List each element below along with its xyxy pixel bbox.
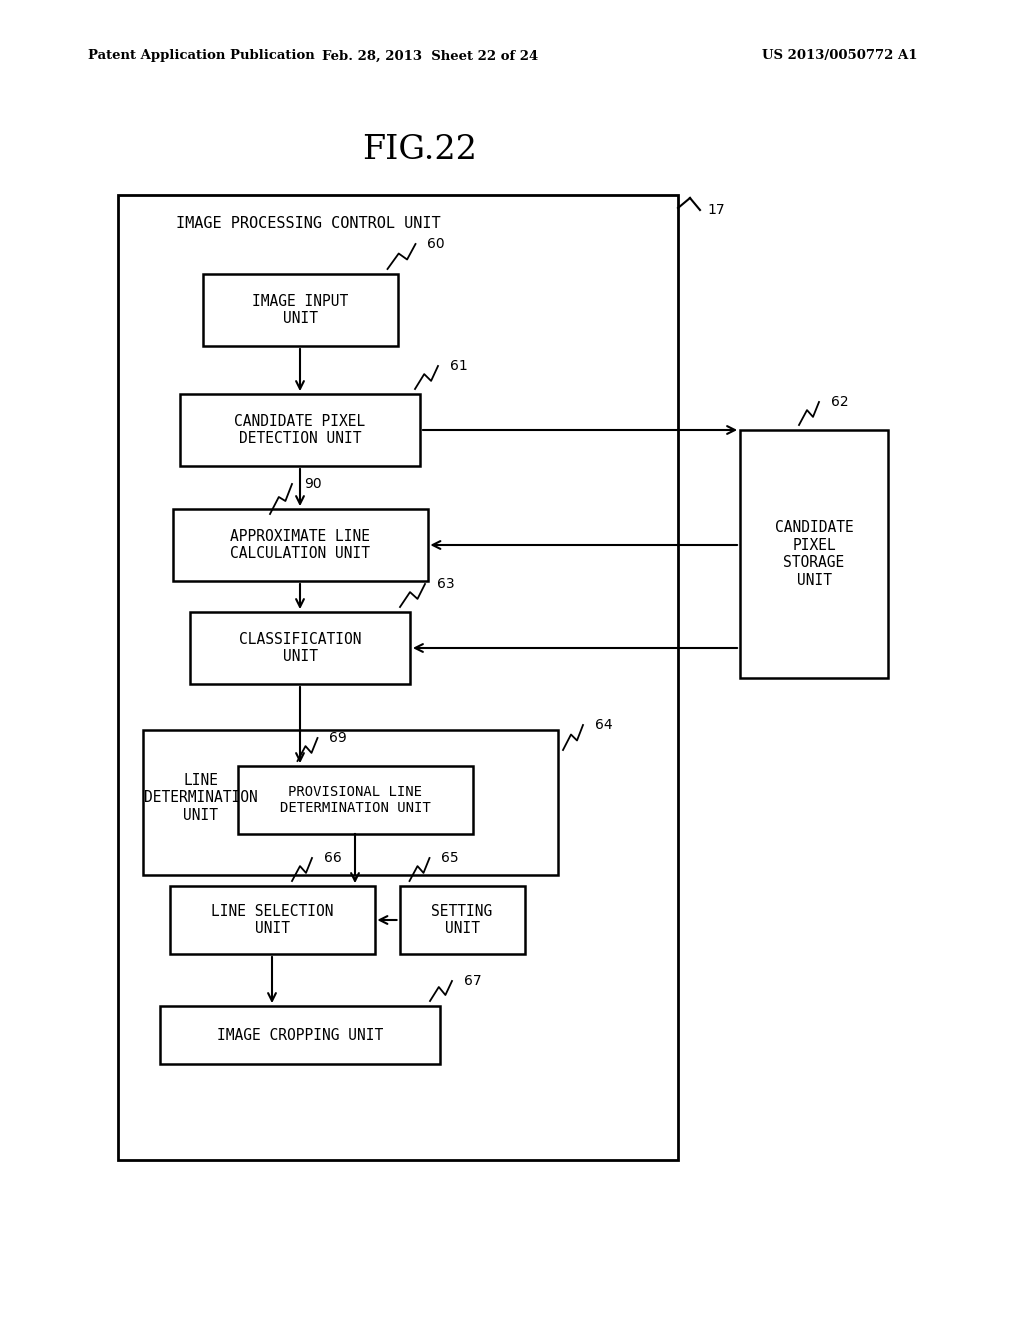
Bar <box>740 430 888 678</box>
Bar <box>160 1006 440 1064</box>
Text: 61: 61 <box>450 359 468 374</box>
Text: IMAGE PROCESSING CONTROL UNIT: IMAGE PROCESSING CONTROL UNIT <box>176 215 440 231</box>
Bar <box>118 195 678 1160</box>
Bar <box>399 886 524 954</box>
Text: 17: 17 <box>707 203 725 216</box>
Text: IMAGE CROPPING UNIT: IMAGE CROPPING UNIT <box>217 1027 383 1043</box>
Bar <box>143 730 558 875</box>
Text: 67: 67 <box>464 974 481 987</box>
Text: LINE SELECTION
UNIT: LINE SELECTION UNIT <box>211 904 333 936</box>
Text: APPROXIMATE LINE
CALCULATION UNIT: APPROXIMATE LINE CALCULATION UNIT <box>230 529 370 561</box>
Text: Feb. 28, 2013  Sheet 22 of 24: Feb. 28, 2013 Sheet 22 of 24 <box>322 49 539 62</box>
Text: 65: 65 <box>441 851 459 865</box>
Bar <box>170 886 375 954</box>
Text: 90: 90 <box>304 477 322 491</box>
Bar <box>180 393 420 466</box>
Text: CANDIDATE PIXEL
DETECTION UNIT: CANDIDATE PIXEL DETECTION UNIT <box>234 413 366 446</box>
Bar <box>238 766 472 834</box>
Bar <box>203 275 397 346</box>
Text: CANDIDATE
PIXEL
STORAGE
UNIT: CANDIDATE PIXEL STORAGE UNIT <box>774 520 853 587</box>
Text: 60: 60 <box>427 238 445 251</box>
Text: 64: 64 <box>595 718 612 733</box>
Text: US 2013/0050772 A1: US 2013/0050772 A1 <box>762 49 918 62</box>
Text: 66: 66 <box>324 851 342 865</box>
Text: IMAGE INPUT
UNIT: IMAGE INPUT UNIT <box>252 294 348 326</box>
Text: PROVISIONAL LINE
DETERMINATION UNIT: PROVISIONAL LINE DETERMINATION UNIT <box>280 785 430 814</box>
Bar <box>172 510 427 581</box>
Text: 69: 69 <box>330 731 347 744</box>
Text: SETTING
UNIT: SETTING UNIT <box>431 904 493 936</box>
Text: Patent Application Publication: Patent Application Publication <box>88 49 314 62</box>
Text: CLASSIFICATION
UNIT: CLASSIFICATION UNIT <box>239 632 361 664</box>
Bar <box>190 612 410 684</box>
Text: 62: 62 <box>831 395 849 409</box>
Text: FIG.22: FIG.22 <box>362 135 477 166</box>
Text: LINE
DETERMINATION
UNIT: LINE DETERMINATION UNIT <box>144 774 258 822</box>
Text: 63: 63 <box>437 577 455 591</box>
